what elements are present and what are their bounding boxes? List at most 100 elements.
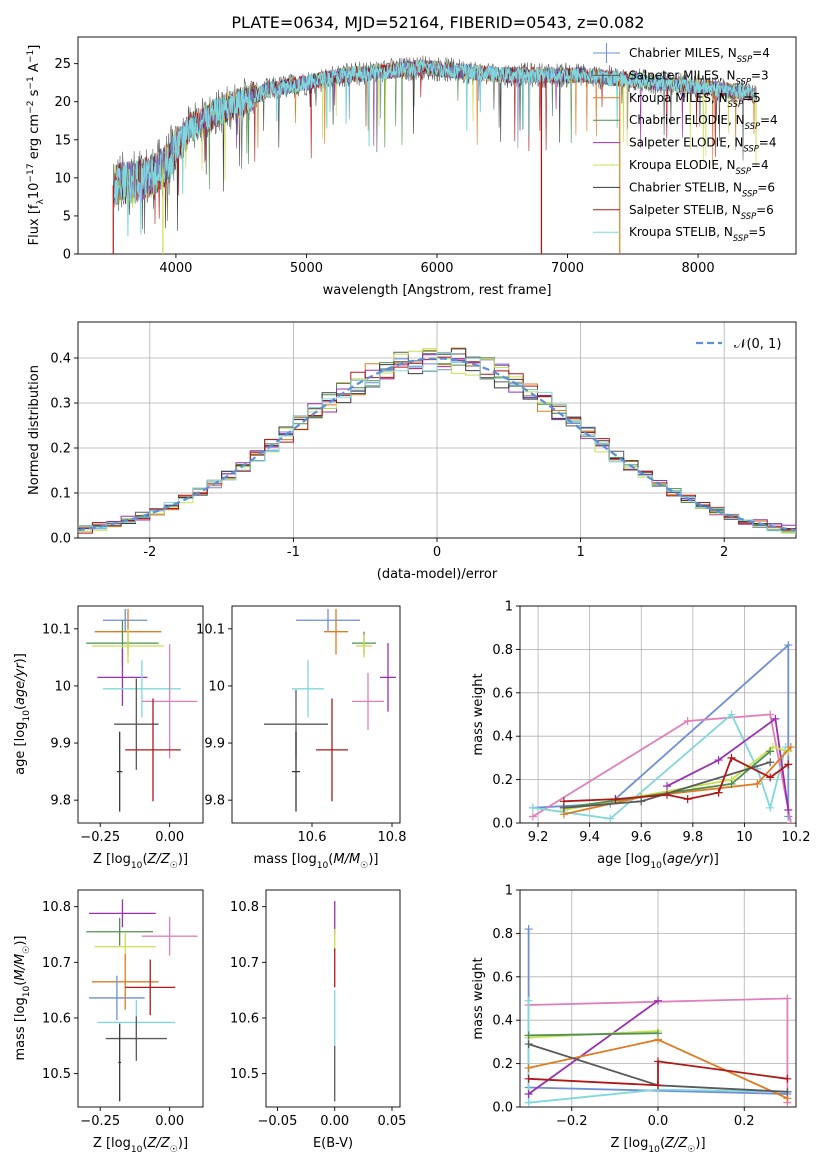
y-tick-label: 1 [505,884,513,899]
y-tick-label: 0.8 [492,927,513,942]
weight-line-salpeter-stelib [528,1060,788,1087]
y-tick-label: 0.2 [50,442,71,457]
y-tick-label: 0.6 [492,686,513,701]
data-marker [727,753,736,762]
data-marker [606,814,615,823]
data-marker [528,812,537,821]
data-marker [654,1035,662,1044]
y-tick-label: 0.6 [492,970,513,985]
z-weight-chart: −0.2 0.0 0.2 0.0 0.2 0.4 0.6 0.8 1 Z [log10(Z/Z☉)… [471,884,797,1155]
gaussian-curve [78,357,796,532]
y-tick-label: 0.0 [50,532,71,547]
data-marker [784,805,793,814]
x-tick-label: 0.00 [155,830,184,845]
data-marker [714,788,723,797]
data-marker [768,743,777,752]
y-tick-label: 10.5 [42,1067,71,1082]
weight-line-kroupa-stelib [527,1000,788,1104]
legend-label: Kroupa MILES, NSSP=5 [629,91,761,109]
y-tick-label: 0.4 [492,1014,513,1029]
plot-frame [519,605,797,824]
data-marker [524,996,533,1005]
data-marker [524,1063,533,1072]
y-tick-label: 10.5 [230,1067,259,1082]
y-tick-label: 25 [54,57,71,72]
data-marker [783,1087,792,1096]
data-marker [784,760,793,769]
data-marker [683,795,692,804]
y-axis-label: mass [log10(M/M☉)] [13,936,32,1061]
y-tick-label: 0.2 [492,773,513,788]
weight-line-salpeter-elodie [666,717,790,811]
x-tick-label: 10.6 [298,830,327,845]
y-axis-label: mass weight [471,673,486,755]
x-axis-label: age [log10(age/yr)] [597,852,719,871]
spectrum-kroupa-stelib [112,60,758,237]
y-tick-label: 9.9 [204,737,225,752]
legend-label: Kroupa ELODIE, NSSP=4 [629,158,769,176]
x-tick-label: 9.6 [631,830,652,845]
x-tick-label: 10.2 [782,830,811,845]
data-marker [637,797,646,806]
data-marker [524,1040,533,1049]
y-tick-label: 10.8 [42,900,71,915]
x-axis-label: Z [log10(Z/Z☉)] [93,1136,188,1155]
x-tick-label: −0.05 [258,1114,298,1129]
data-marker [654,1057,662,1066]
y-tick-label: 0.0 [492,1101,513,1116]
data-marker [524,1098,533,1107]
y-axis-label: age [log10(age/yr)] [13,653,32,775]
y-tick-label: 10 [208,679,225,694]
data-marker [766,710,775,719]
spectrum-chart: 4000 5000 6000 7000 8000 0 5 10 15 20 25 Chabrier M… [26,36,797,298]
plot-frame [77,605,204,824]
x-axis-label: E(B-V) [313,1136,353,1151]
data-marker [524,1074,533,1083]
spectrum-legend: Chabrier MILES, NSSP=4 Salpeter MILES, NS… [593,43,778,243]
y-tick-label: 10.7 [42,956,71,971]
z-mass-chart: −0.25 0.00 10.5 10.6 10.7 10.8 Z [log10(Z/Z☉)]… [13,889,204,1155]
y-tick-label: 10 [54,679,71,694]
plot-frame [231,605,401,824]
weight-line-salpeter-elodie [528,999,659,1095]
ebv-mass-chart: −0.05 0.00 0.05 10.5 10.6 10.7 10.8 E(B-V) [230,889,407,1151]
age-weight-chart: 9.2 9.4 9.6 9.8 10 10.2 0.0 0.2 0.4 0.6 0.8 1 age [l… [471,600,810,872]
y-tick-label: 0.1 [50,487,71,502]
y-tick-label: 0.3 [50,397,71,412]
weight-line-kroupa-miles [563,746,792,816]
legend-label: Salpeter ELODIE, NSSP=4 [629,136,777,154]
x-tick-label: 2 [720,545,728,560]
x-tick-label: 10.8 [378,830,407,845]
data-marker [611,795,620,804]
data-marker [753,779,762,788]
y-tick-label: 0.0 [492,817,513,832]
mass-age-chart: 10.6 10.8 9.8 9.9 10 10.1 mass [log10(M/M☉)] [196,605,407,871]
y-tick-label: 0.4 [492,730,513,745]
data-marker [663,782,672,791]
legend-label: Chabrier MILES, NSSP=4 [629,46,770,64]
x-tick-label: 0.0 [648,1114,669,1129]
weight-line-chabrier-elodie [528,1032,659,1037]
weight-line-chabrier-miles [532,643,790,817]
x-tick-label: 9.4 [579,830,600,845]
weight-line-kroupa-elodie [563,746,789,811]
data-marker [727,779,736,788]
y-tick-label: 0 [63,248,71,263]
data-marker [766,758,775,767]
legend-label: Kroupa STELIB, NSSP=5 [629,225,766,243]
y-tick-label: 10.8 [230,900,259,915]
y-tick-label: 9.8 [204,794,225,809]
data-marker [524,1089,533,1098]
x-tick-label: 8000 [682,261,715,276]
x-tick-label: 5000 [290,261,323,276]
y-tick-label: 0.8 [492,643,513,658]
x-tick-label: 1 [576,545,584,560]
x-axis-label: mass [log10(M/M☉)] [254,852,379,871]
x-tick-label: -2 [143,545,156,560]
y-tick-label: 10.1 [196,622,225,637]
data-marker [771,714,780,723]
y-tick-label: 10.1 [42,622,71,637]
series-lines [524,925,792,1107]
x-tick-label: 0.05 [378,1114,407,1129]
histograms [78,347,796,534]
